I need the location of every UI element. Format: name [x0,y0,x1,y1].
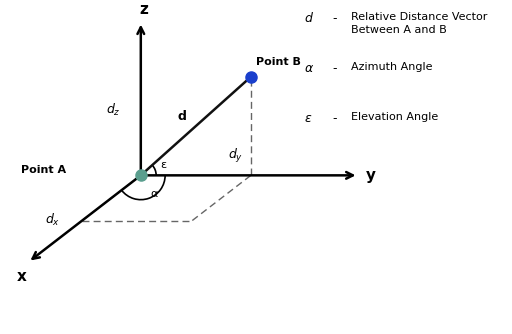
Text: $d_x$: $d_x$ [45,212,60,228]
Text: $d_y$: $d_y$ [228,147,243,165]
Text: Relative Distance Vector
Between A and B: Relative Distance Vector Between A and B [351,12,487,35]
Text: -: - [333,12,337,25]
Text: α: α [150,189,157,199]
Text: α: α [305,62,313,75]
Text: Azimuth Angle: Azimuth Angle [351,62,432,72]
Text: -: - [333,112,337,125]
Text: Point B: Point B [256,57,301,67]
Text: $d_z$: $d_z$ [105,102,120,118]
Text: Point A: Point A [22,165,67,175]
Text: x: x [16,269,27,284]
Text: d: d [177,111,186,123]
Text: d: d [305,12,312,25]
Text: y: y [366,168,376,183]
Text: ε: ε [160,160,166,170]
Text: z: z [139,2,148,17]
Text: Elevation Angle: Elevation Angle [351,112,438,122]
Text: ε: ε [305,112,311,125]
Text: -: - [333,62,337,75]
